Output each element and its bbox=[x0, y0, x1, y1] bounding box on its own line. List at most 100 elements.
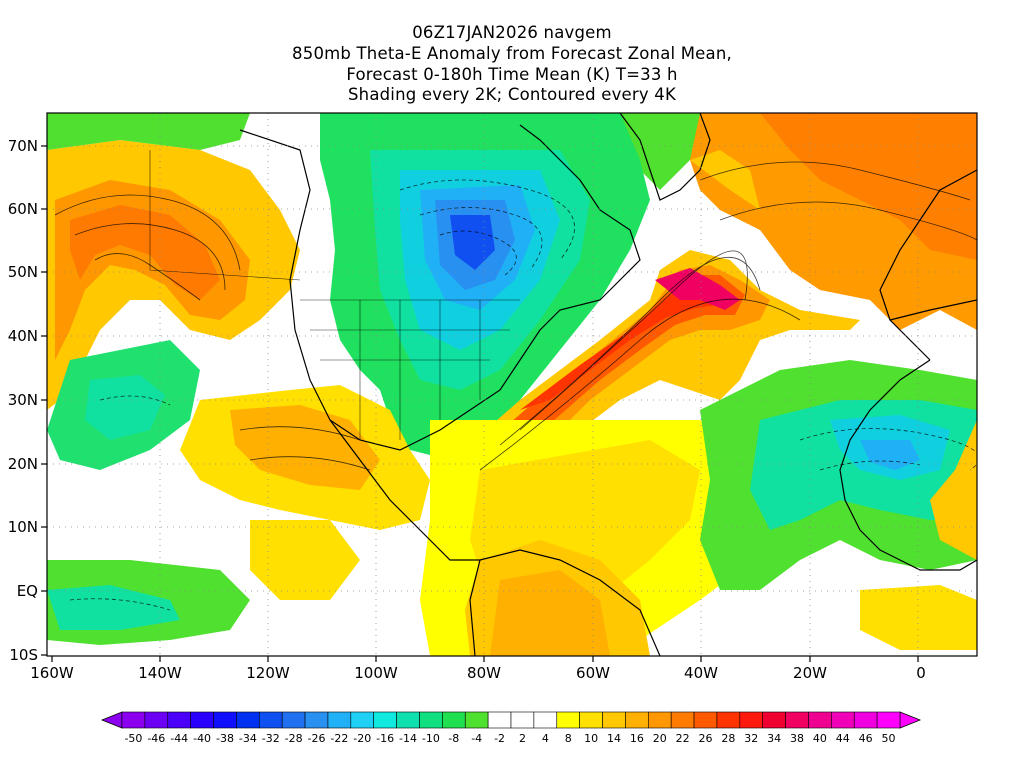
colorbar-swatch bbox=[602, 711, 626, 729]
colorbar-swatch bbox=[487, 711, 512, 729]
colorbar-label: 16 bbox=[630, 732, 644, 745]
colorbar-swatch bbox=[373, 711, 397, 729]
colorbar-swatch bbox=[831, 711, 855, 729]
colorbar-swatch bbox=[236, 711, 260, 729]
colorbar-label: -2 bbox=[494, 732, 505, 745]
colorbar-label: -28 bbox=[285, 732, 303, 745]
colorbar-swatch bbox=[442, 711, 466, 729]
colorbar-label: -44 bbox=[170, 732, 188, 745]
lon-label: 0 bbox=[916, 664, 926, 682]
colorbar-swatch bbox=[190, 711, 214, 729]
title-line-2: 850mb Theta-E Anomaly from Forecast Zona… bbox=[292, 44, 732, 63]
title-line-3: Forecast 0-180h Time Mean (K) T=33 h bbox=[346, 65, 678, 84]
lat-label: 70N bbox=[8, 137, 38, 155]
colorbar-label: 20 bbox=[653, 732, 667, 745]
colorbar-swatch bbox=[419, 711, 443, 729]
colorbar-label: -22 bbox=[330, 732, 348, 745]
lon-label: 120W bbox=[246, 664, 290, 682]
theta-e-anomaly-field bbox=[47, 113, 977, 656]
colorbar-label: -40 bbox=[193, 732, 211, 745]
colorbar-label: 4 bbox=[542, 732, 549, 745]
lon-label: 140W bbox=[138, 664, 182, 682]
lon-label: 20W bbox=[793, 664, 827, 682]
lon-label: 160W bbox=[30, 664, 74, 682]
lat-label: 60N bbox=[8, 200, 38, 218]
lon-label: 40W bbox=[684, 664, 718, 682]
coastlines bbox=[239, 113, 977, 656]
longitude-labels: 160W 140W 120W 100W 80W 60W 40W 20W 0 bbox=[30, 664, 926, 682]
colorbar-swatch bbox=[510, 711, 535, 729]
colorbar-swatch bbox=[625, 711, 649, 729]
colorbar-swatch bbox=[144, 711, 169, 729]
colorbar-label: 10 bbox=[584, 732, 598, 745]
title-line-1: 06Z17JAN2026 navgem bbox=[412, 23, 612, 42]
colorbar-swatch bbox=[258, 711, 283, 729]
title-line-4: Shading every 2K; Contoured every 4K bbox=[347, 85, 677, 104]
colorbar-label: 34 bbox=[767, 732, 781, 745]
colorbar-label: -38 bbox=[216, 732, 234, 745]
colorbar-swatch bbox=[350, 711, 375, 729]
colorbar-label: -8 bbox=[448, 732, 459, 745]
colorbar-label: -46 bbox=[147, 732, 165, 745]
colorbar-swatch bbox=[808, 711, 832, 729]
colorbar-swatch bbox=[464, 711, 489, 729]
colorbar-swatch bbox=[533, 711, 558, 729]
colorbar-swatch bbox=[327, 711, 352, 729]
lat-label: 40N bbox=[8, 327, 38, 345]
lat-label: 20N bbox=[8, 455, 38, 473]
lon-label: 60W bbox=[576, 664, 610, 682]
map-frame bbox=[46, 112, 978, 657]
colorbar-swatch bbox=[304, 711, 329, 729]
colorbar: -50 -46 -44 -40 -38 -34 -32 -28 -26 -22 -20 -16 -14-… bbox=[100, 711, 922, 745]
lat-label: 30N bbox=[8, 391, 38, 409]
lat-label: EQ bbox=[17, 582, 38, 600]
colorbar-label: -32 bbox=[262, 732, 280, 745]
colorbar-swatch bbox=[647, 711, 672, 729]
colorbar-swatch bbox=[167, 711, 191, 729]
colorbar-label: 44 bbox=[836, 732, 850, 745]
lat-label: 10S bbox=[9, 646, 38, 664]
colorbar-label: 22 bbox=[676, 732, 690, 745]
lat-label: 50N bbox=[8, 263, 38, 281]
colorbar-label: 46 bbox=[859, 732, 873, 745]
colorbar-arrow-left bbox=[100, 711, 123, 729]
lat-label: 10N bbox=[8, 518, 38, 536]
colorbar-label: 40 bbox=[813, 732, 827, 745]
colorbar-swatch bbox=[670, 711, 695, 729]
colorbar-swatch bbox=[762, 711, 786, 729]
colorbar-label: -16 bbox=[376, 732, 394, 745]
lon-label: 80W bbox=[467, 664, 501, 682]
colorbar-label: 50 bbox=[882, 732, 896, 745]
colorbar-label: -26 bbox=[308, 732, 326, 745]
colorbar-swatch bbox=[579, 711, 603, 729]
colorbar-swatch bbox=[853, 711, 878, 729]
colorbar-label: -4 bbox=[471, 732, 482, 745]
colorbar-label: 14 bbox=[607, 732, 621, 745]
lat-lon-grid bbox=[47, 113, 977, 656]
colorbar-label: -14 bbox=[399, 732, 417, 745]
colorbar-swatch bbox=[121, 711, 146, 729]
colorbar-label: -20 bbox=[353, 732, 371, 745]
colorbar-label: -34 bbox=[239, 732, 257, 745]
colorbar-label: 38 bbox=[790, 732, 804, 745]
lon-label: 100W bbox=[354, 664, 398, 682]
colorbar-swatch bbox=[739, 711, 764, 729]
colorbar-swatch bbox=[396, 711, 420, 729]
colorbar-swatch bbox=[556, 711, 580, 729]
colorbar-label: 32 bbox=[744, 732, 758, 745]
colorbar-label: 8 bbox=[565, 732, 572, 745]
colorbar-arrow-right bbox=[899, 711, 922, 729]
colorbar-label: -10 bbox=[422, 732, 440, 745]
colorbar-swatch bbox=[693, 711, 718, 729]
colorbar-label: 2 bbox=[519, 732, 526, 745]
colorbar-swatch bbox=[876, 711, 901, 729]
colorbar-label: 26 bbox=[699, 732, 713, 745]
colorbar-swatch bbox=[716, 711, 741, 729]
colorbar-swatch bbox=[213, 711, 237, 729]
colorbar-label: 28 bbox=[721, 732, 735, 745]
colorbar-label: -50 bbox=[124, 732, 142, 745]
colorbar-swatch bbox=[785, 711, 809, 729]
colorbar-swatch bbox=[281, 711, 306, 729]
latitude-labels: 70N 60N 50N 40N 30N 20N 10N EQ 10S bbox=[8, 137, 38, 664]
